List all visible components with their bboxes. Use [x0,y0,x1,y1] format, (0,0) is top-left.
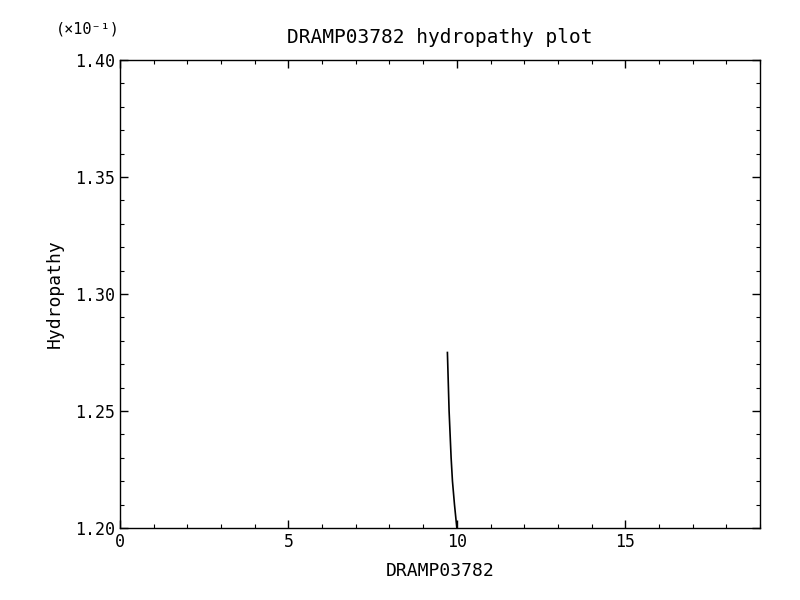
Title: DRAMP03782 hydropathy plot: DRAMP03782 hydropathy plot [287,28,593,47]
Y-axis label: Hydropathy: Hydropathy [46,239,64,349]
Text: (×10⁻¹): (×10⁻¹) [56,22,120,37]
X-axis label: DRAMP03782: DRAMP03782 [386,562,494,580]
